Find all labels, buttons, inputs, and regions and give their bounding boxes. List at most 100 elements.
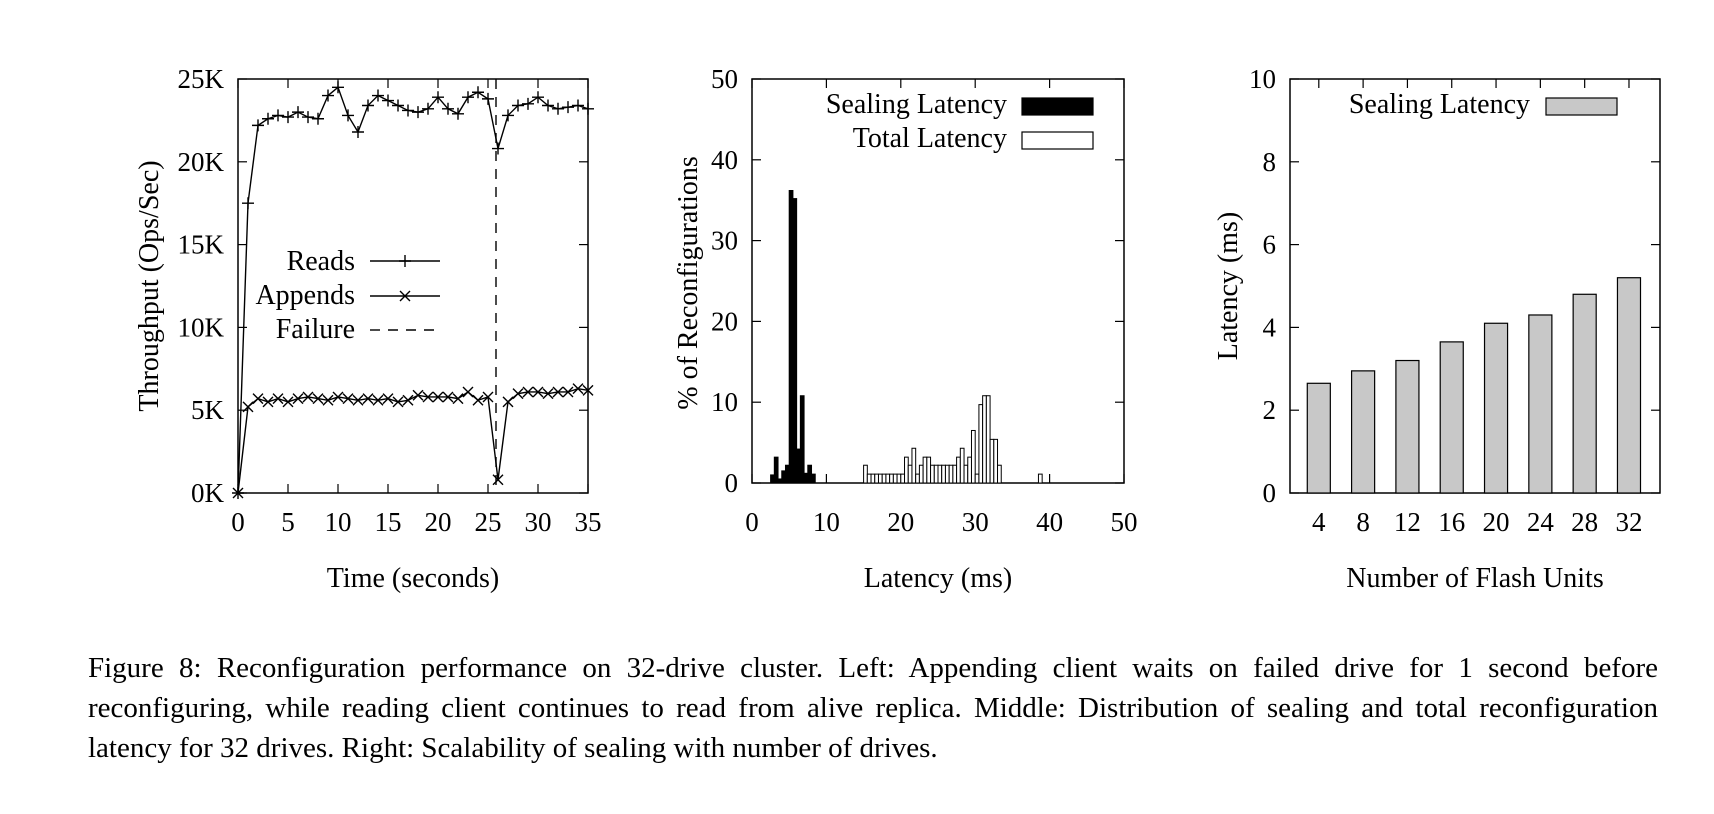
left-xtick-label-3: 15 [375,507,402,537]
legend-appends-label: Appends [255,280,355,311]
appends-point-19 [422,391,434,403]
right-xtick-label-4: 4 [1312,507,1326,537]
appends-point-28 [512,388,524,400]
appends-point-22 [452,393,464,405]
left-ylabel: Throughput (Ops/Sec) [134,160,165,411]
reads-point-15 [382,94,394,107]
reads-point-18 [412,106,424,119]
middle-legend: Sealing Latency Total Latency [826,89,1094,154]
legend-sealing-swatch [1021,97,1094,116]
middle-ytick-label-4: 40 [711,145,738,175]
appends-point-14 [372,394,384,406]
reads-point-4 [272,109,284,122]
right-xtick-label-20: 20 [1483,507,1510,537]
appends-point-7 [302,391,314,403]
right-xtick-label-8: 8 [1356,507,1370,537]
sealing-latency-bar-20 [1483,322,1509,494]
right-ytick-label-0: 0 [1263,478,1277,508]
total-latency-bar-26 [944,464,950,484]
total-latency-bar-33 [997,464,1002,484]
sealing-latency-bar-7 [803,472,809,484]
appends-point-5 [282,396,294,408]
sealing-latency-bar-28 [1572,293,1597,494]
appends-point-2 [252,393,264,405]
left-legend: Reads Appends Failure [255,246,440,345]
appends-point-35 [582,384,594,396]
figure-caption: Figure 8: Reconfiguration performance on… [88,652,1658,764]
right-xtick-label-32: 32 [1615,507,1642,537]
total-latency-bar-17 [877,473,883,484]
right-xlabel: Number of Flash Units [1346,563,1603,594]
total-latency-bar-22_5 [918,464,924,484]
middle-ytick-label-5: 50 [711,64,738,94]
reads-point-23 [462,91,474,104]
middle-ytick-label-2: 20 [711,306,738,336]
appends-point-32 [552,386,564,398]
appends-point-16 [392,396,404,408]
reads-point-12 [352,125,364,138]
reads-point-9 [322,89,334,102]
middle-xtick-label-5: 50 [1111,507,1138,537]
sealing-latency-bar-8 [1350,370,1376,494]
middle-chart: 0 10 20 30 40 50 0 10 20 30 40 50 % of Reconfigurat… [673,64,1138,594]
reads-point-26 [492,142,504,155]
appends-point-8 [312,393,324,405]
right-plot-frame [1289,78,1661,494]
total-latency-bar-32 [989,438,995,484]
total-latency-bar-17_5 [881,473,887,484]
reads-point-10 [332,81,344,94]
reads-point-34 [572,99,584,112]
left-ytick-label-2: 10K [178,312,225,342]
appends-point-3 [262,396,274,408]
appends-point-10 [332,391,344,403]
total-latency-bar-24_5 [933,464,939,484]
total-latency-bar-15 [863,464,868,484]
reads-point-28 [512,99,524,112]
appends-point-24 [472,394,484,406]
total-latency-bar-23_5 [926,456,932,484]
reads-point-29 [522,97,534,110]
left-xtick-label-6: 30 [525,507,552,537]
reads-point-25 [482,92,494,105]
right-xtick-label-16: 16 [1438,507,1465,537]
total-latency-bar-18 [885,473,891,484]
right-ytick-label-1: 2 [1263,395,1277,425]
legend-reads-label: Reads [287,246,355,277]
total-latency-bar-22 [915,473,920,484]
legend-right-sealing-swatch [1545,97,1618,116]
left-chart: 0K 5K 10K 15K 20K 25K 0 5 10 15 20 25 30 35 Throughpu… [134,64,602,594]
middle-xtick-label-0: 0 [745,507,759,537]
sealing-latency-bar-4_5 [784,464,790,484]
right-ytick-label-4: 8 [1263,147,1277,177]
middle-ytick-label-1: 10 [711,387,738,417]
total-latency-bar-38_5 [1037,473,1043,484]
total-latency-bar-16_5 [874,473,879,484]
right-ylabel: Latency (ms) [1213,212,1244,361]
total-latency-bar-30 [974,473,980,484]
sealing-latency-bar-5_5 [792,198,798,484]
total-latency-bar-23 [922,456,928,484]
middle-ytick-label-3: 30 [711,226,738,256]
reads-point-30 [532,91,544,104]
total-latency-bar-19_5 [896,473,902,484]
appends-point-12 [352,394,364,406]
appends-point-13 [362,393,374,405]
appends-point-31 [542,388,554,400]
appends-point-4 [272,393,284,405]
left-xtick-label-1: 5 [281,507,295,537]
reads-point-2 [252,119,264,132]
reads-point-20 [432,91,444,104]
right-ytick-label-3: 6 [1263,230,1277,260]
sealing-latency-bar-7_5 [807,464,813,484]
left-ytick-label-1: 5K [191,395,225,425]
total-latency-bar-28_5 [963,464,969,484]
reads-point-6 [292,106,304,119]
appends-point-21 [442,391,454,403]
legend-total-label: Total Latency [853,123,1007,154]
sealing-latency-bar-32 [1616,277,1642,494]
reads-point-19 [422,102,434,115]
appends-line [237,387,589,494]
appends-point-18 [412,389,424,401]
reads-point-16 [392,99,404,112]
